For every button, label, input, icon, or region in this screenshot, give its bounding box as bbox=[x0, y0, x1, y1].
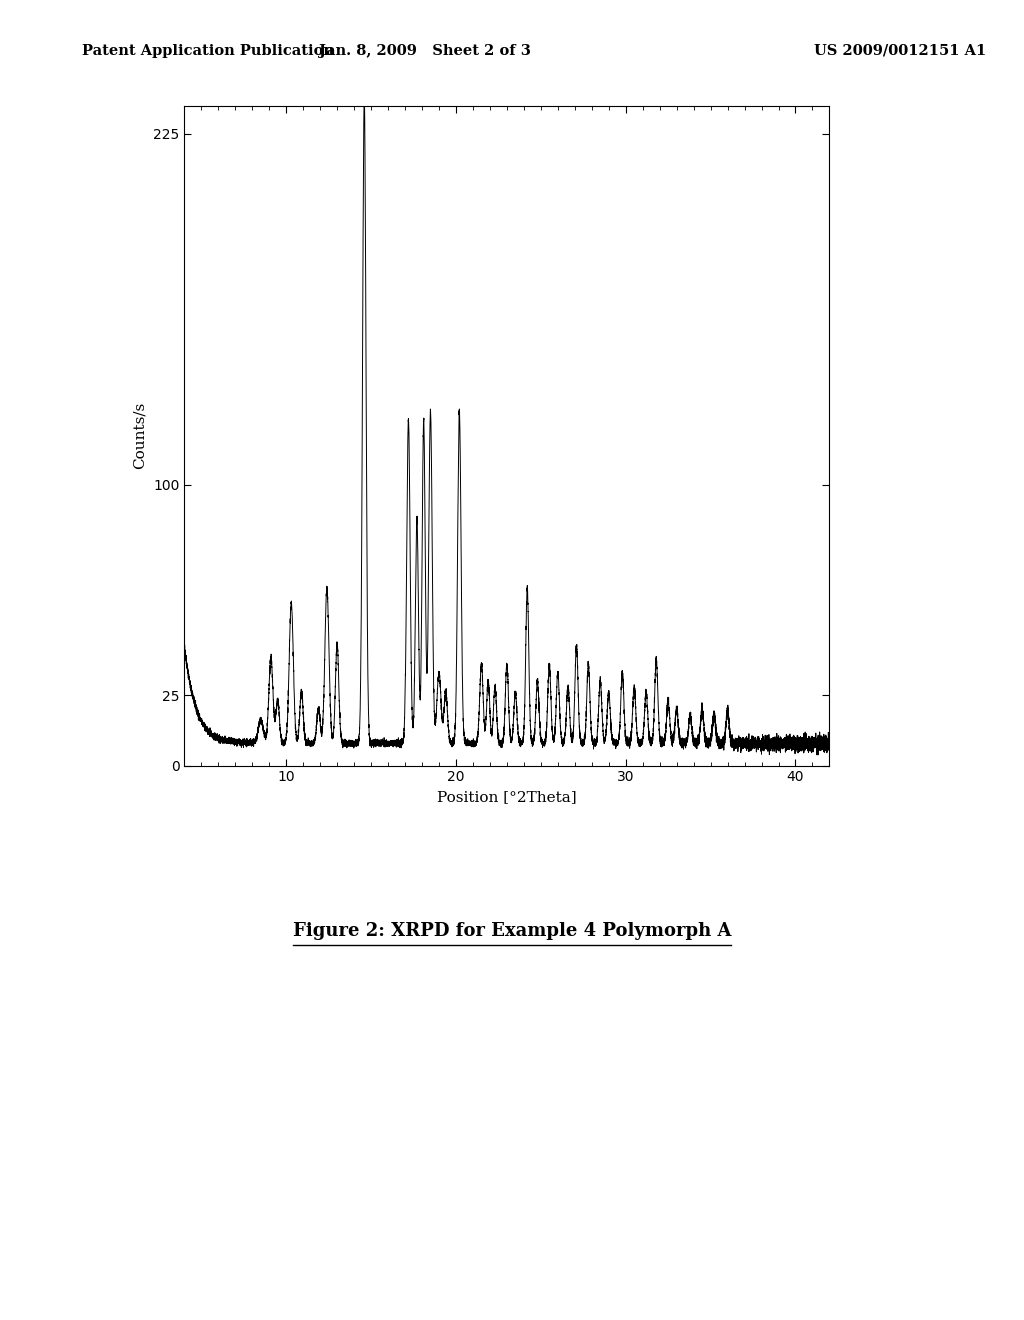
Y-axis label: Counts/s: Counts/s bbox=[132, 403, 146, 469]
Text: Figure 2: XRPD for Example 4 Polymorph A: Figure 2: XRPD for Example 4 Polymorph A bbox=[293, 921, 731, 940]
Text: Patent Application Publication: Patent Application Publication bbox=[82, 44, 334, 58]
X-axis label: Position [°2Theta]: Position [°2Theta] bbox=[437, 789, 577, 804]
Text: US 2009/0012151 A1: US 2009/0012151 A1 bbox=[814, 44, 986, 58]
Text: Jan. 8, 2009   Sheet 2 of 3: Jan. 8, 2009 Sheet 2 of 3 bbox=[319, 44, 530, 58]
